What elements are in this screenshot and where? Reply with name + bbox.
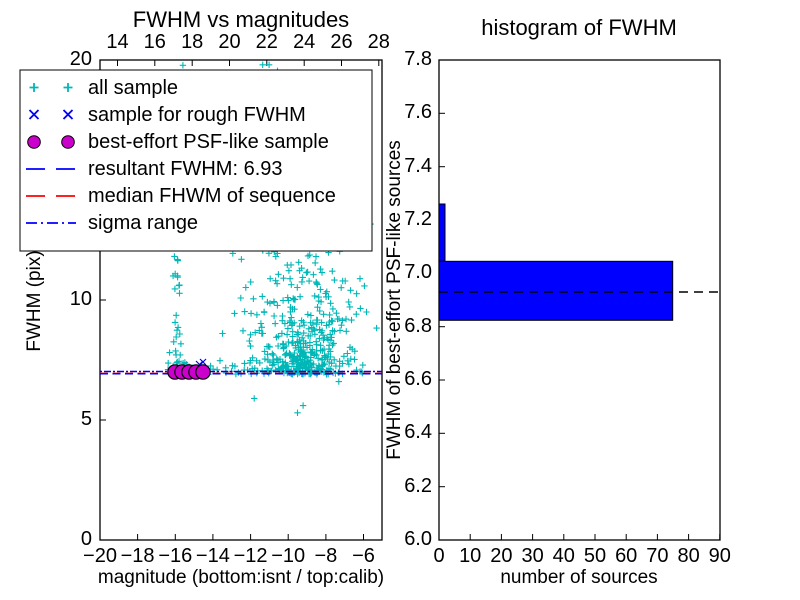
svg-text:all sample: all sample: [88, 77, 178, 99]
svg-text:20: 20: [490, 545, 512, 567]
svg-text:6.4: 6.4: [404, 421, 432, 443]
svg-text:7.6: 7.6: [404, 101, 432, 123]
svg-text:magnitude (bottom:isnt / top:c: magnitude (bottom:isnt / top:calib): [98, 567, 384, 588]
svg-text:−14: −14: [196, 545, 230, 567]
svg-text:resultant FWHM: 6.93: resultant FWHM: 6.93: [88, 158, 283, 180]
svg-text:18: 18: [181, 31, 203, 53]
svg-text:FWHM (pix): FWHM (pix): [24, 250, 45, 351]
svg-text:50: 50: [584, 545, 606, 567]
svg-text:40: 40: [553, 545, 575, 567]
svg-text:6.0: 6.0: [404, 528, 432, 550]
svg-text:−12: −12: [234, 545, 268, 567]
svg-text:90: 90: [709, 545, 731, 567]
svg-text:7.0: 7.0: [404, 261, 432, 283]
svg-text:−10: −10: [271, 545, 305, 567]
svg-text:16: 16: [144, 31, 166, 53]
svg-text:histogram of FWHM: histogram of FWHM: [481, 15, 677, 40]
svg-text:FWHM of best-effort PSF-like s: FWHM of best-effort PSF-like sources: [384, 140, 405, 460]
svg-text:14: 14: [106, 31, 128, 53]
svg-text:30: 30: [521, 545, 543, 567]
svg-text:80: 80: [677, 545, 699, 567]
svg-text:22: 22: [256, 31, 278, 53]
svg-text:−16: −16: [158, 545, 192, 567]
svg-text:20: 20: [218, 31, 240, 53]
svg-text:best-effort PSF-like sample: best-effort PSF-like sample: [88, 131, 329, 153]
svg-text:6.2: 6.2: [404, 475, 432, 497]
svg-text:7.4: 7.4: [404, 155, 432, 177]
svg-text:26: 26: [330, 31, 352, 53]
svg-text:sigma range: sigma range: [88, 212, 198, 234]
svg-text:−8: −8: [314, 545, 337, 567]
svg-text:number of sources: number of sources: [500, 567, 657, 588]
svg-text:−18: −18: [121, 545, 155, 567]
svg-text:28: 28: [368, 31, 390, 53]
svg-text:10: 10: [70, 288, 92, 310]
svg-text:FWHM vs magnitudes: FWHM vs magnitudes: [133, 7, 349, 32]
svg-text:70: 70: [646, 545, 668, 567]
svg-text:20: 20: [70, 48, 92, 70]
svg-text:median FHWM of sequence: median FHWM of sequence: [88, 185, 336, 207]
svg-text:0: 0: [433, 545, 444, 567]
svg-text:60: 60: [615, 545, 637, 567]
svg-text:−6: −6: [352, 545, 375, 567]
svg-text:5: 5: [81, 408, 92, 430]
svg-text:7.2: 7.2: [404, 208, 432, 230]
svg-text:10: 10: [459, 545, 481, 567]
svg-text:7.8: 7.8: [404, 48, 432, 70]
svg-text:−20: −20: [83, 545, 117, 567]
svg-text:sample for rough FWHM: sample for rough FWHM: [88, 104, 306, 126]
svg-text:6.6: 6.6: [404, 368, 432, 390]
svg-text:6.8: 6.8: [404, 315, 432, 337]
svg-text:24: 24: [293, 31, 315, 53]
